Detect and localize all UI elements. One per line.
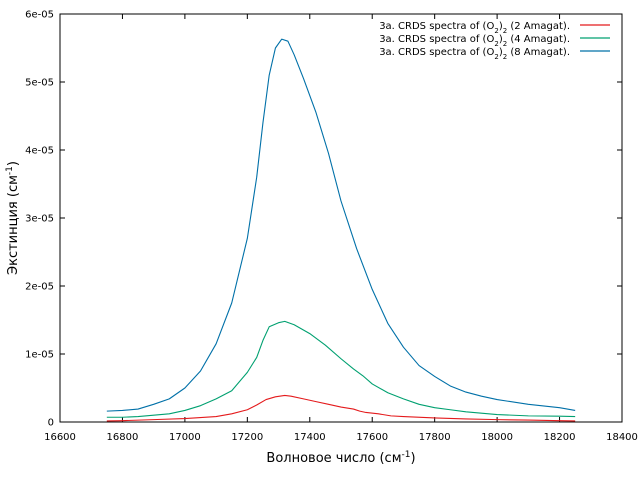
x-tick-label: 17000 — [169, 432, 201, 443]
x-tick-label: 17800 — [419, 432, 451, 443]
legend-label: 3a. CRDS spectra of (O2)2 (2 Amagat). — [379, 21, 570, 35]
y-tick-label: 0 — [48, 418, 54, 429]
legend-item: 3a. CRDS spectra of (O2)2 (4 Amagat). — [379, 34, 610, 48]
x-tick-label: 17200 — [231, 432, 263, 443]
plot-frame — [59, 13, 623, 423]
y-tick-label: 6e-05 — [25, 10, 54, 21]
x-tick-label: 18400 — [606, 432, 638, 443]
y-tick-label: 3e-05 — [25, 214, 54, 225]
series-line — [106, 320, 576, 418]
y-tick-label: 1e-05 — [25, 350, 54, 361]
legend-label: 3a. CRDS spectra of (O2)2 (4 Amagat). — [379, 34, 570, 48]
x-tick-label: 18200 — [544, 432, 576, 443]
x-tick-label: 17600 — [356, 432, 388, 443]
x-tick-label: 16600 — [44, 432, 76, 443]
x-axis: 16600 16800 17000 17200 17400 17600 17800 18000… — [44, 14, 638, 443]
x-tick-label: 18000 — [481, 432, 513, 443]
x-tick-label: 17400 — [294, 432, 326, 443]
legend: 3a. CRDS spectra of (O2)2 (2 Amagat). 3a… — [379, 21, 610, 61]
legend-item: 3a. CRDS spectra of (O2)2 (8 Amagat). — [379, 47, 610, 61]
y-tick-label: 5e-05 — [25, 78, 54, 89]
legend-label: 3a. CRDS spectra of (O2)2 (8 Amagat). — [379, 47, 570, 61]
y-tick-label: 2e-05 — [25, 282, 54, 293]
y-axis: 0 1e-05 2e-05 3e-05 4e-05 5e-05 6e-05 — [25, 10, 622, 429]
y-tick-label: 4e-05 — [25, 146, 54, 157]
legend-item: 3a. CRDS spectra of (O2)2 (2 Amagat). — [379, 21, 610, 35]
x-tick-label: 16800 — [107, 432, 139, 443]
series-line — [106, 394, 576, 422]
x-axis-title: Волновое число (см-1) — [266, 450, 415, 466]
series-group — [106, 38, 576, 422]
y-axis-title: Экстинция (см-1) — [5, 161, 21, 275]
series-line — [106, 38, 576, 412]
